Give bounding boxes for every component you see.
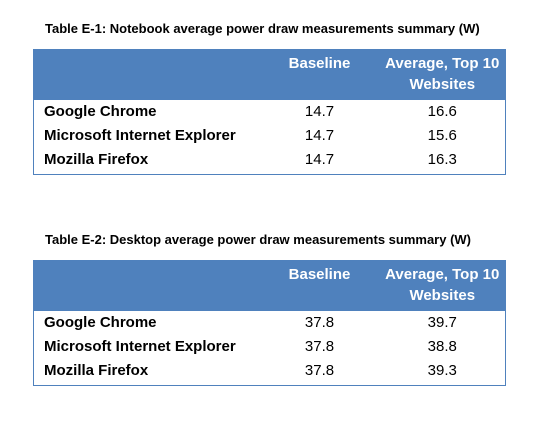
baseline-value: 14.7 — [304, 151, 335, 168]
table-row: Microsoft Internet Explorer 14.7 15.6 — [34, 124, 506, 148]
header-baseline: Baseline — [259, 260, 380, 311]
baseline-value: 37.8 — [304, 362, 335, 379]
baseline-value: 14.7 — [304, 127, 335, 144]
table-row: Mozilla Firefox 37.8 39.3 — [34, 359, 506, 386]
table-row: Mozilla Firefox 14.7 16.3 — [34, 148, 506, 175]
header-blank-cell — [33, 49, 260, 100]
average-value: 16.6 — [379, 99, 506, 124]
browser-name: Mozilla Firefox — [44, 151, 149, 168]
notebook-power-table: Baseline Average, Top 10 Websites Google… — [33, 49, 506, 175]
average-value: 38.8 — [427, 338, 457, 355]
desktop-power-table: Baseline Average, Top 10 Websites Google… — [33, 260, 506, 386]
browser-name: Mozilla Firefox — [44, 362, 149, 379]
baseline-value: 14.7 — [259, 99, 380, 124]
header-average-top10: Average, Top 10 Websites — [379, 49, 506, 100]
browser-name: Microsoft Internet Explorer — [44, 338, 236, 355]
average-value: 39.7 — [379, 310, 506, 335]
average-value: 39.3 — [427, 362, 457, 379]
table-row: Google Chrome 37.8 39.7 — [33, 310, 506, 335]
header-blank-cell — [33, 260, 260, 311]
average-value: 15.6 — [427, 127, 457, 144]
browser-name: Google Chrome — [33, 310, 260, 335]
table-row: Google Chrome 14.7 16.6 — [33, 99, 506, 124]
baseline-value: 37.8 — [304, 338, 335, 355]
table-caption-e2: Table E-2: Desktop average power draw me… — [45, 232, 472, 247]
browser-name: Microsoft Internet Explorer — [44, 127, 236, 144]
table-caption-e1: Table E-1: Notebook average power draw m… — [45, 21, 480, 36]
average-value: 16.3 — [427, 151, 457, 168]
header-baseline: Baseline — [259, 49, 380, 100]
table-header-row: Baseline Average, Top 10 Websites — [33, 260, 506, 311]
header-average-top10: Average, Top 10 Websites — [379, 260, 506, 311]
table-row: Microsoft Internet Explorer 37.8 38.8 — [34, 335, 506, 359]
browser-name: Google Chrome — [33, 99, 260, 124]
baseline-value: 37.8 — [259, 310, 380, 335]
table-header-row: Baseline Average, Top 10 Websites — [33, 49, 506, 100]
